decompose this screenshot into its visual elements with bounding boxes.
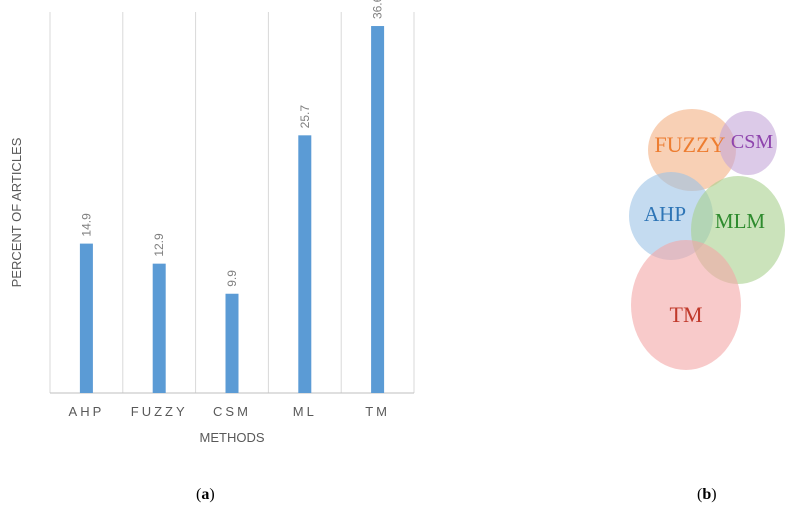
venn-label-ahp: AHP — [644, 202, 686, 226]
venn-set-fuzzy — [648, 109, 736, 191]
bar-csm — [225, 293, 239, 393]
data-label: 25.7 — [298, 105, 312, 129]
tick-label: TM — [365, 404, 390, 419]
data-label: 9.9 — [225, 270, 239, 287]
bar-ahp — [79, 243, 93, 393]
venn-label-tm: TM — [670, 302, 703, 327]
bar-fuzzy — [152, 263, 166, 393]
data-label: 12.9 — [152, 233, 166, 257]
bar-chart: 14.9 AHP 12.9 FUZZY 9.9 CSM 25.7 ML 36.6 TM METHOD… — [9, 0, 415, 445]
data-label: 14.9 — [79, 213, 93, 237]
tick-label: CSM — [213, 404, 251, 419]
data-label: 36.6 — [371, 0, 385, 19]
bar-ml — [298, 135, 312, 394]
panel-label-a: (a) — [196, 486, 215, 503]
venn-label-mlm: MLM — [715, 209, 766, 233]
x-axis-title: METHODS — [200, 430, 265, 445]
tick-label: ML — [293, 404, 317, 419]
y-axis-title: PERCENT OF ARTICLES — [9, 137, 24, 287]
tick-label: AHP — [69, 404, 105, 419]
tick-label: FUZZY — [131, 404, 188, 419]
venn-set-csm — [719, 111, 777, 175]
venn-diagram: FUZZY CSM AHP MLM TM — [629, 109, 785, 370]
panel-label-b: (b) — [697, 486, 717, 503]
bar-tm — [371, 26, 385, 394]
venn-set-tm — [631, 240, 741, 370]
venn-label-csm: CSM — [731, 131, 773, 153]
venn-label-fuzzy: FUZZY — [655, 132, 726, 157]
